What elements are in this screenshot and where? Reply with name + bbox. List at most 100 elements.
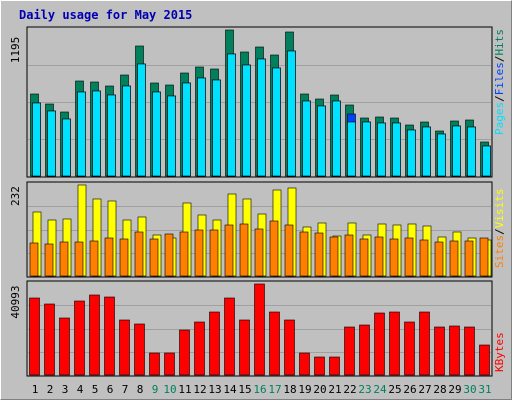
day-label: 8	[137, 383, 144, 396]
day-label: 10	[163, 383, 176, 396]
legend-kbytes: KBytes	[493, 332, 506, 372]
day-label: 15	[238, 383, 251, 396]
top-max-label: 1195	[9, 37, 22, 64]
kbytes-bar	[119, 319, 130, 376]
sites-bar	[209, 229, 219, 277]
sites-bar	[134, 231, 144, 277]
day-label: 13	[208, 383, 221, 396]
sites-bar	[329, 236, 339, 277]
day-label: 31	[478, 383, 491, 396]
sites-bar	[89, 240, 99, 277]
pages-bar	[227, 53, 236, 177]
kbytes-bar	[59, 317, 70, 376]
legend-hits: Hits	[493, 29, 506, 56]
day-label: 12	[193, 383, 206, 396]
sites-bar	[149, 238, 159, 277]
sites-bar	[419, 239, 429, 277]
pages-bar	[152, 91, 161, 177]
kbytes-bar	[179, 329, 190, 376]
pages-bar	[392, 122, 401, 177]
day-label: 7	[122, 383, 129, 396]
pages-bar	[377, 122, 386, 177]
sites-bar	[194, 229, 204, 277]
legend-files: Files	[493, 62, 506, 95]
sites-bar	[299, 231, 309, 277]
pages-bar	[422, 126, 431, 177]
kbytes-bar	[299, 352, 310, 376]
day-label: 17	[268, 383, 281, 396]
day-label: 2	[47, 383, 54, 396]
middle-max-label: 232	[9, 186, 22, 206]
legend-sep-2: /	[493, 56, 506, 63]
pages-bar	[197, 77, 206, 177]
sites-bar	[179, 231, 189, 277]
pages-bar	[107, 94, 116, 177]
kbytes-bar	[314, 356, 325, 376]
sites-bar	[29, 242, 39, 277]
legend-visits: Visits	[493, 189, 506, 229]
sites-bar	[164, 233, 174, 277]
pages-bar	[137, 63, 146, 177]
day-label: 20	[313, 383, 326, 396]
kbytes-bar	[149, 352, 160, 376]
sites-bar	[254, 228, 264, 277]
sites-bar	[464, 240, 474, 277]
pages-bar	[47, 110, 56, 177]
pages-bar	[257, 58, 266, 177]
pages-bar	[362, 121, 371, 177]
day-label: 26	[403, 383, 416, 396]
sites-bar	[59, 241, 69, 277]
sites-bar	[434, 241, 444, 277]
day-label: 1	[32, 383, 39, 396]
kbytes-bar	[254, 283, 265, 376]
kbytes-bar	[104, 296, 115, 376]
pages-bar	[332, 100, 341, 177]
legend-sites: Sites	[493, 235, 506, 268]
sites-bar	[44, 243, 54, 277]
day-label: 18	[283, 383, 296, 396]
day-label: 5	[92, 383, 99, 396]
pages-bar	[32, 102, 41, 177]
kbytes-bar	[269, 311, 280, 376]
kbytes-bar	[44, 303, 55, 376]
day-label: 4	[77, 383, 84, 396]
kbytes-bar	[419, 311, 430, 376]
sites-bar	[479, 237, 489, 277]
sites-bar	[74, 241, 84, 277]
pages-bar	[122, 85, 131, 177]
day-label: 30	[463, 383, 476, 396]
chart-title: Daily usage for May 2015	[19, 8, 192, 22]
day-label: 6	[107, 383, 114, 396]
pages-bar	[212, 79, 221, 177]
kbytes-bar	[29, 297, 40, 376]
day-label: 3	[62, 383, 69, 396]
pages-bar	[317, 105, 326, 177]
kbytes-bar	[434, 326, 445, 376]
top-legend: Pages/Files/Hits	[493, 29, 506, 135]
day-label: 24	[373, 383, 387, 396]
day-label: 28	[433, 383, 446, 396]
kbytes-bar	[344, 326, 355, 376]
pages-bar	[437, 133, 446, 177]
legend-sep-1: /	[493, 95, 506, 102]
pages-bar	[182, 82, 191, 177]
kbytes-bar	[209, 311, 220, 376]
day-label: 29	[448, 383, 461, 396]
pages-bar	[92, 90, 101, 177]
pages-bar	[302, 100, 311, 177]
legend-pages: Pages	[493, 102, 506, 135]
kbytes-bar	[449, 325, 460, 376]
day-label: 25	[388, 383, 401, 396]
sites-bar	[269, 220, 279, 277]
bottom-max-label: 40993	[9, 285, 22, 318]
day-label: 27	[418, 383, 431, 396]
kbytes-bar	[224, 297, 235, 376]
kbytes-bar	[194, 321, 205, 376]
pages-bar	[452, 125, 461, 177]
pages-bar	[167, 95, 176, 177]
sites-bar	[404, 237, 414, 277]
day-label: 16	[253, 383, 266, 396]
legend-sep-3: /	[493, 228, 506, 235]
kbytes-bar	[389, 311, 400, 376]
sites-bar	[389, 238, 399, 277]
